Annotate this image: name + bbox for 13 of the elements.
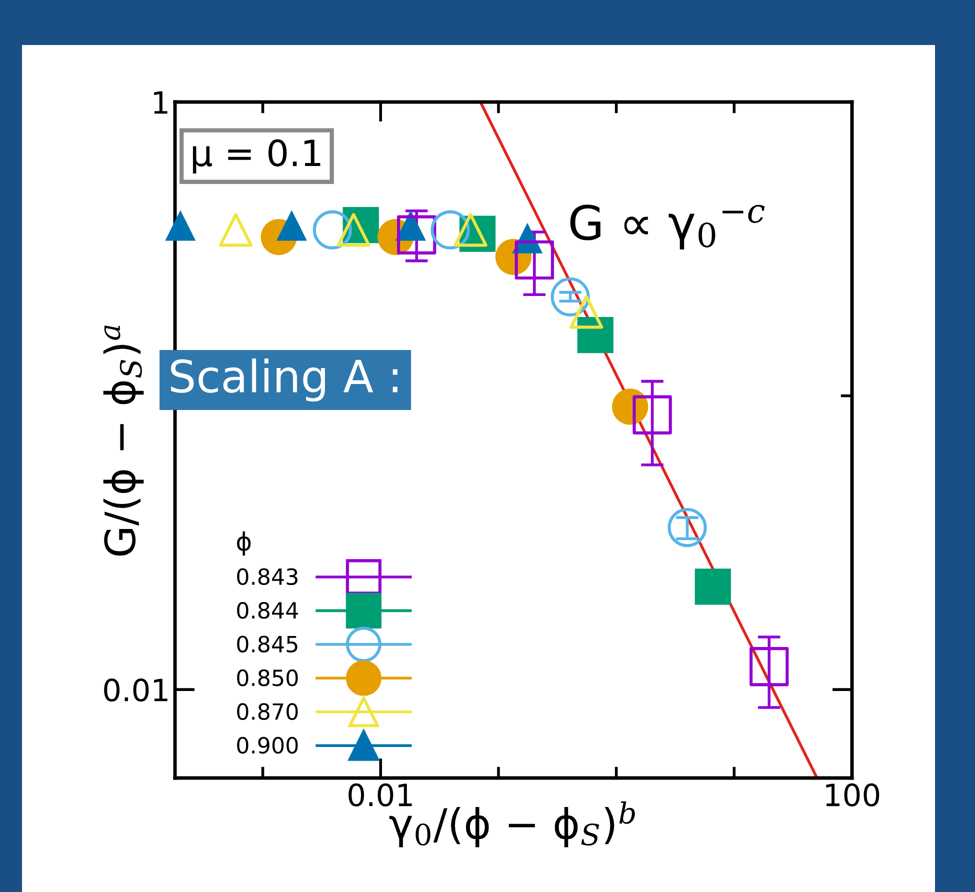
y-axis-title: G/(ϕ − ϕ$_{S}$)$^{a}$ bbox=[103, 325, 144, 556]
legend-label: 0.843 bbox=[237, 568, 298, 586]
x-tick-label: 100 bbox=[826, 783, 880, 807]
annotation: Scaling A : bbox=[170, 358, 398, 402]
legend-label: 0.870 bbox=[237, 703, 298, 720]
legend-label: 0.900 bbox=[237, 736, 298, 754]
annotation: G ∝ γ$_{0}$$^{−c}$ bbox=[570, 204, 765, 250]
legend-label: 0.844 bbox=[237, 602, 298, 619]
annotation: μ = 0.1 bbox=[192, 139, 320, 174]
y-tick-label: 1 bbox=[154, 91, 168, 114]
legend-title: ϕ bbox=[236, 531, 251, 556]
legend-label: 0.845 bbox=[237, 636, 298, 653]
legend-label: 0.850 bbox=[237, 669, 298, 686]
